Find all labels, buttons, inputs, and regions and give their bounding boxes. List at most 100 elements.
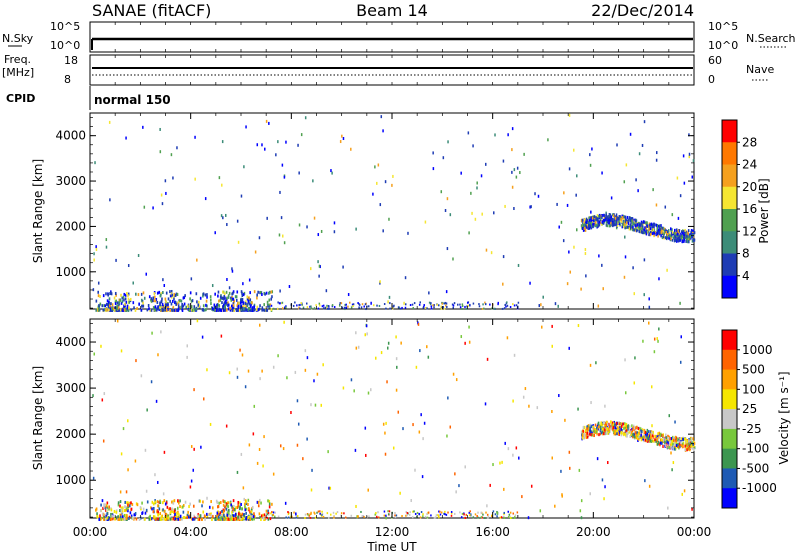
- scatter-point: [587, 433, 589, 437]
- scatter-point: [106, 516, 108, 520]
- scatter-point: [171, 308, 173, 312]
- scatter-point: [101, 512, 104, 516]
- scatter-point: [445, 290, 448, 294]
- scatter-point: [260, 514, 263, 518]
- scatter-point: [492, 510, 495, 513]
- scatter-point: [119, 514, 122, 518]
- scatter-point: [675, 233, 677, 237]
- scatter-point: [512, 512, 515, 515]
- scatter-point: [253, 305, 256, 309]
- scatter-point: [660, 433, 663, 437]
- scatter-point: [580, 499, 583, 503]
- scatter-point: [418, 303, 421, 306]
- scatter-point: [518, 456, 520, 460]
- scatter-point: [677, 230, 679, 234]
- scatter-point: [395, 514, 398, 517]
- scatter-point: [601, 421, 604, 425]
- scatter-point: [648, 297, 650, 301]
- scatter-point: [511, 148, 513, 152]
- scatter-point: [536, 406, 539, 410]
- scatter-point: [626, 219, 628, 223]
- scatter-point: [212, 515, 214, 519]
- scatter-point: [636, 228, 639, 232]
- scatter-point: [613, 218, 615, 222]
- scatter-point: [561, 494, 563, 498]
- scatter-point: [675, 239, 678, 243]
- scatter-point: [251, 505, 254, 509]
- scatter-point: [127, 507, 129, 511]
- scatter-point: [622, 432, 625, 436]
- scatter-point: [235, 298, 238, 302]
- scatter-point: [661, 438, 663, 442]
- scatter-point: [176, 292, 179, 296]
- scatter-point: [636, 436, 639, 440]
- scatter-point: [216, 517, 218, 521]
- scatter-point: [247, 498, 250, 502]
- scatter-point: [229, 306, 231, 310]
- scatter-point: [616, 143, 618, 147]
- scatter-point: [157, 480, 159, 484]
- scatter-point: [227, 301, 229, 305]
- scatter-point: [685, 239, 687, 243]
- scatter-point: [426, 307, 428, 310]
- scatter-point: [692, 437, 694, 441]
- scatter-point: [116, 307, 119, 311]
- scatter-point: [169, 511, 172, 515]
- scatter-point: [628, 425, 631, 429]
- scatter-point: [242, 516, 245, 520]
- scatter-point: [534, 192, 536, 196]
- scatter-point: [484, 301, 486, 304]
- scatter-point: [268, 505, 271, 509]
- scatter-point: [282, 447, 285, 451]
- scatter-point: [197, 513, 200, 517]
- scatter-point: [227, 501, 230, 505]
- scatter-point: [432, 304, 434, 307]
- scatter-point: [216, 303, 218, 307]
- scatter-point: [681, 234, 684, 238]
- scatter-point: [217, 290, 220, 294]
- scatter-point: [503, 516, 506, 519]
- scatter-point: [166, 505, 169, 509]
- scatter-point: [216, 302, 219, 306]
- scatter-point: [245, 125, 247, 129]
- scatter-point: [376, 515, 378, 518]
- scatter-point: [202, 294, 204, 298]
- scatter-point: [639, 432, 642, 436]
- scatter-point: [298, 171, 300, 175]
- scatter-point: [123, 298, 125, 302]
- scatter-point: [239, 505, 241, 509]
- scatter-point: [370, 388, 372, 392]
- scatter-point: [347, 293, 350, 297]
- scatter-point: [405, 514, 407, 517]
- scatter-point: [151, 500, 154, 504]
- scatter-point: [262, 516, 265, 520]
- scatter-point: [170, 289, 173, 293]
- scatter-point: [395, 335, 397, 339]
- scatter-point: [221, 509, 223, 513]
- scatter-point: [144, 517, 146, 521]
- scatter-point: [633, 222, 635, 226]
- scatter-point: [245, 517, 248, 521]
- scatter-point: [284, 501, 287, 505]
- scatter-point: [187, 510, 189, 514]
- scatter-point: [198, 304, 200, 308]
- scatter-point: [106, 299, 109, 303]
- scatter-point: [222, 503, 225, 507]
- scatter-point: [114, 306, 117, 310]
- scatter-point: [231, 308, 234, 312]
- scatter-point: [160, 293, 162, 297]
- scatter-point: [149, 514, 151, 518]
- scatter-point: [256, 461, 259, 465]
- scatter-point: [388, 217, 390, 221]
- scatter-point: [131, 502, 134, 506]
- scatter-point: [385, 421, 387, 425]
- scatter-point: [218, 501, 220, 505]
- scatter-point: [236, 505, 239, 509]
- scatter-point: [264, 147, 266, 151]
- scatter-point: [181, 505, 184, 509]
- scatter-point: [636, 434, 638, 438]
- scatter-point: [304, 349, 307, 353]
- scatter-point: [295, 512, 297, 515]
